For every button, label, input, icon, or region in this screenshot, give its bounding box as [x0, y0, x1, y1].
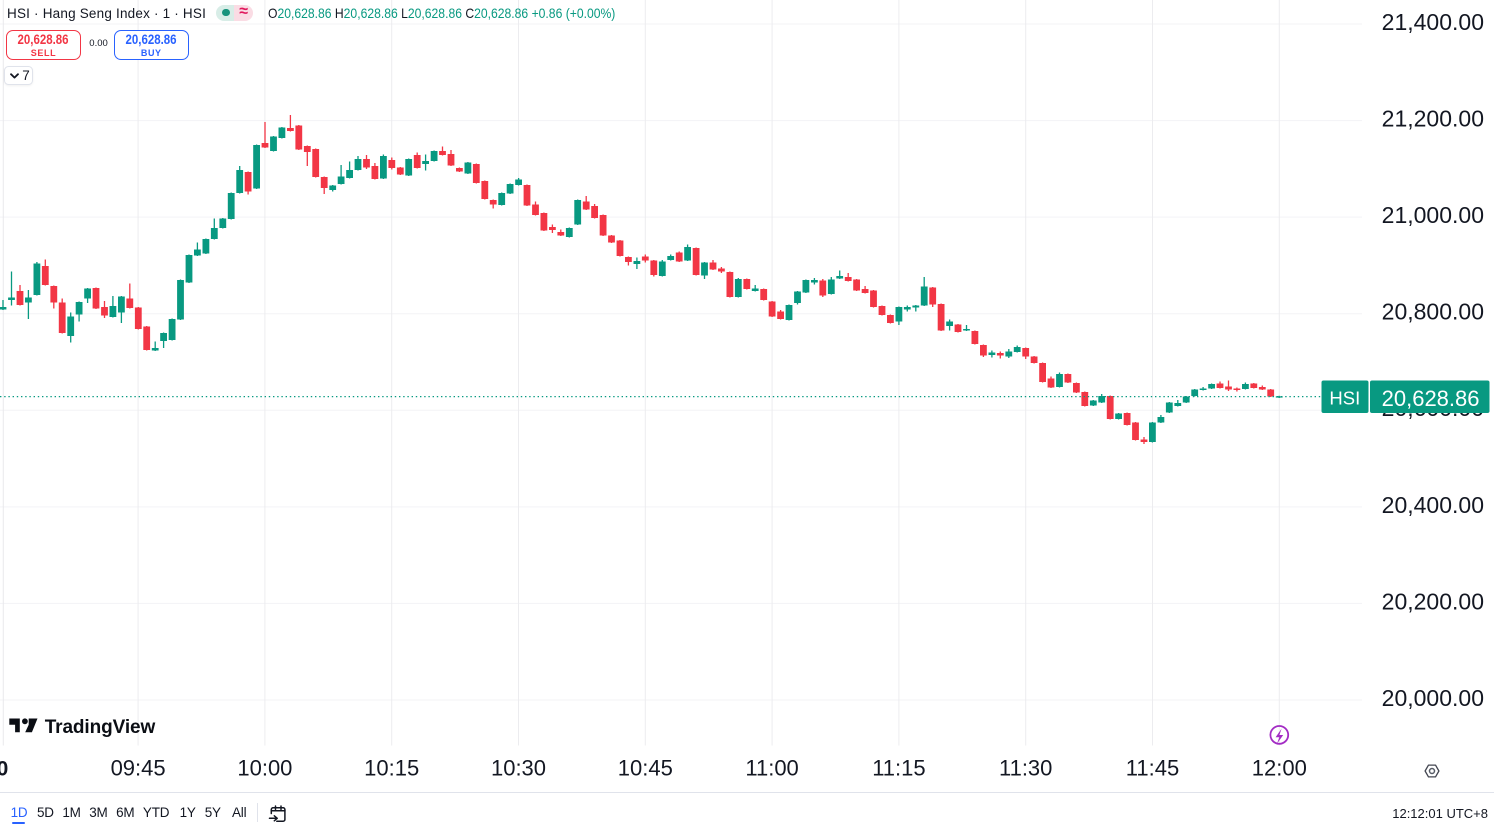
svg-text:11:00: 11:00	[745, 756, 798, 781]
svg-text:21,400.00: 21,400.00	[1382, 9, 1484, 35]
svg-text:10:45: 10:45	[618, 756, 673, 781]
svg-text:09:45: 09:45	[111, 756, 166, 781]
svg-text:0: 0	[0, 758, 8, 781]
svg-text:12:00: 12:00	[1252, 756, 1307, 781]
svg-text:20,200.00: 20,200.00	[1382, 588, 1484, 614]
svg-text:11:15: 11:15	[872, 756, 925, 781]
svg-text:20,400.00: 20,400.00	[1382, 492, 1484, 518]
svg-text:20,800.00: 20,800.00	[1382, 299, 1484, 325]
svg-text:HSI: HSI	[1329, 388, 1360, 409]
svg-text:10:30: 10:30	[491, 756, 546, 781]
svg-text:20,628.86: 20,628.86	[1382, 386, 1480, 411]
svg-text:10:00: 10:00	[237, 756, 292, 781]
svg-text:21,000.00: 21,000.00	[1382, 202, 1484, 228]
svg-text:11:30: 11:30	[999, 756, 1052, 781]
svg-text:20,000.00: 20,000.00	[1382, 685, 1484, 711]
svg-text:10:15: 10:15	[364, 756, 419, 781]
svg-text:11:45: 11:45	[1126, 756, 1179, 781]
svg-text:21,200.00: 21,200.00	[1382, 106, 1484, 132]
